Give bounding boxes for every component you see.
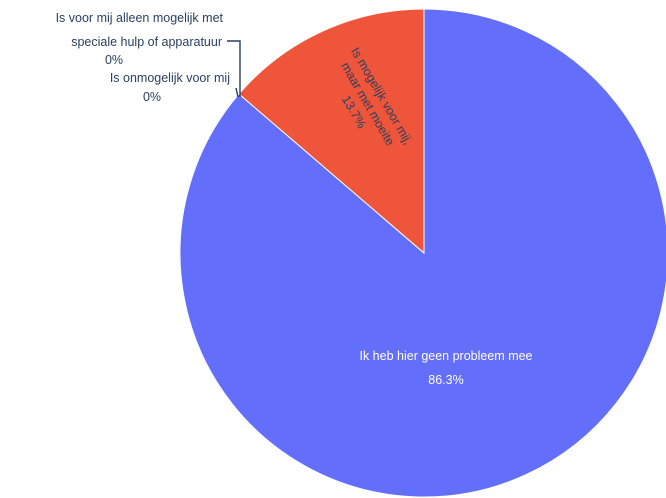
leader-line-impossible <box>235 87 239 98</box>
slice-label-impossible-text: Is onmogelijk voor mij <box>110 71 230 85</box>
pie-slices <box>179 8 666 498</box>
slice-label-special-help: Is voor mij alleen mogelijk met speciale… <box>56 11 241 97</box>
pie-slice-1 <box>238 8 425 255</box>
slice-label-special-help-line2: speciale hulp of apparatuur <box>71 35 222 49</box>
slice-label-special-help-value: 0% <box>105 53 123 67</box>
leader-line-special-help <box>227 40 241 97</box>
slice-label-no-problem-text: Ik heb hier geen probleem mee <box>359 349 532 363</box>
slice-label-special-help-line1: Is voor mij alleen mogelijk met <box>56 11 224 25</box>
slice-label-impossible: Is onmogelijk voor mij 0% <box>110 71 239 104</box>
pie-slice-0 <box>179 8 666 498</box>
slice-label-no-problem: Ik heb hier geen probleem mee 86.3% <box>359 349 532 387</box>
slice-label-no-problem-value: 86.3% <box>428 373 463 387</box>
slice-label-impossible-value: 0% <box>143 90 161 104</box>
